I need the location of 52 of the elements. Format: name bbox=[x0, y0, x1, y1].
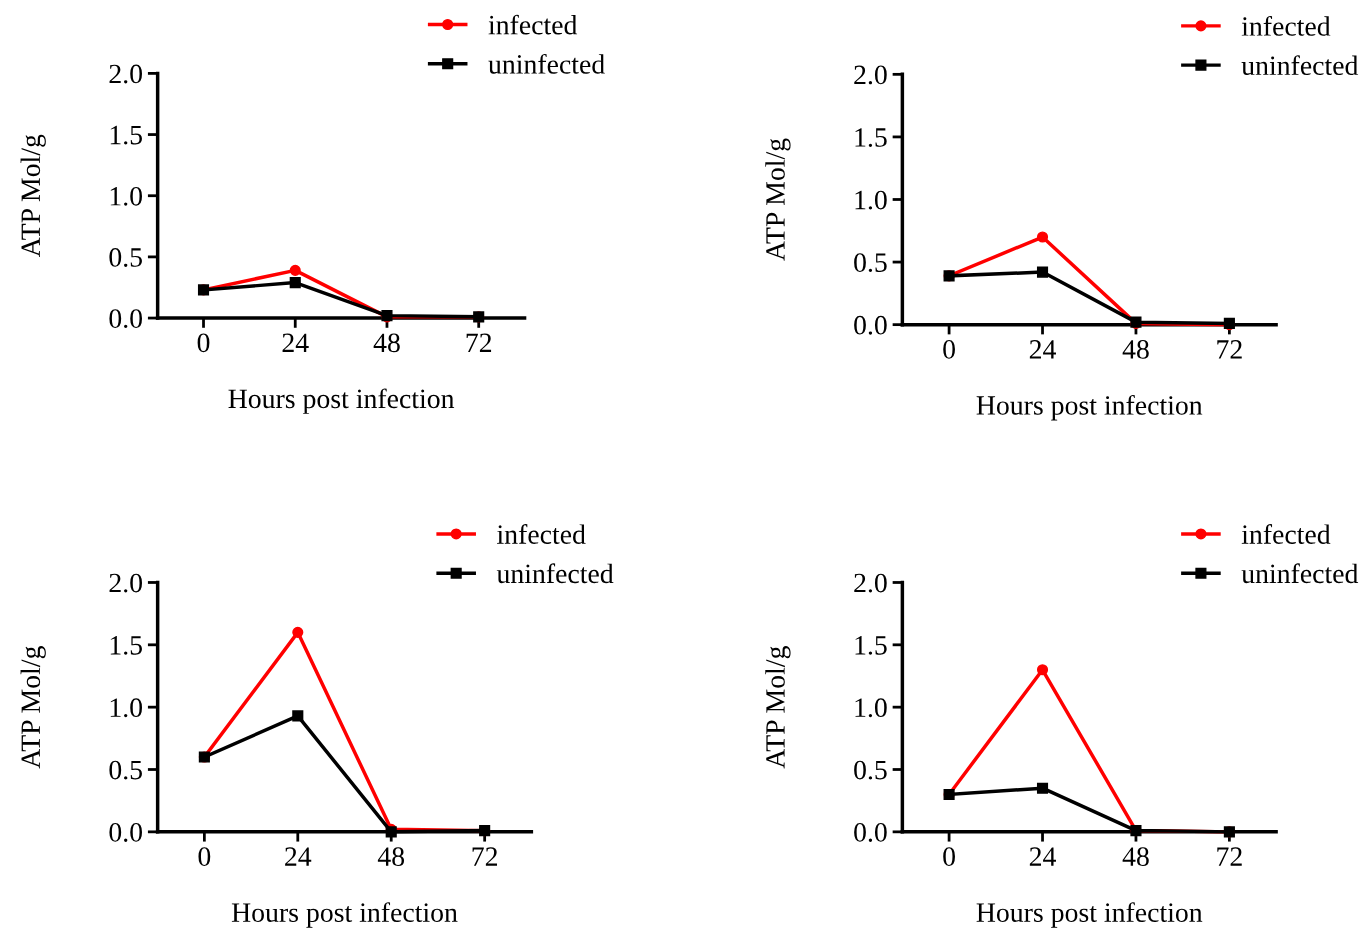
y-tick-label: 2.0 bbox=[854, 65, 887, 85]
y-tick-label: 1.5 bbox=[855, 128, 887, 147]
x-tick-label: 0 bbox=[197, 333, 210, 353]
x-tick-label: 24 bbox=[1029, 847, 1056, 866]
y-tick-label: 0.5 bbox=[109, 760, 142, 780]
legend-label: infected bbox=[497, 524, 586, 544]
y-tick-label: 1.5 bbox=[855, 636, 887, 655]
x-axis-title: Hours post infection bbox=[231, 902, 458, 928]
x-tick-label: 48 bbox=[373, 333, 400, 353]
y-tick-label: 1.0 bbox=[110, 186, 142, 206]
y-tick-label: 2.0 bbox=[854, 573, 887, 593]
y-tick-label: 0.5 bbox=[109, 248, 142, 267]
y-tick-label: 1.0 bbox=[855, 190, 887, 210]
x-tick-label: 24 bbox=[285, 847, 312, 866]
y-tick-label: 1.5 bbox=[110, 125, 142, 145]
x-tick-label: 24 bbox=[1029, 340, 1056, 359]
x-axis-title: Hours post infection bbox=[976, 902, 1203, 928]
x-tick-label: 0 bbox=[198, 847, 211, 866]
y-tick-label: 0.5 bbox=[854, 760, 887, 780]
y-tick-label: 0.0 bbox=[109, 309, 142, 329]
x-tick-label: 48 bbox=[1122, 847, 1149, 866]
legend-label: infected bbox=[488, 14, 578, 35]
y-tick-label: 2.0 bbox=[109, 64, 142, 84]
legend-label: uninfected bbox=[1241, 55, 1359, 76]
y-tick-label: 2.0 bbox=[109, 573, 142, 593]
y-axis-title: ATP Mol/g bbox=[765, 646, 791, 769]
y-axis-title: ATP Mol/g bbox=[20, 646, 46, 769]
y-tick-label: 0.0 bbox=[854, 823, 887, 842]
x-axis-title: Hours post infection bbox=[976, 394, 1203, 421]
y-tick-label: 1.0 bbox=[110, 698, 142, 718]
legend-label: uninfected bbox=[1241, 563, 1359, 584]
legend-label: uninfected bbox=[496, 563, 614, 584]
legend-label: infected bbox=[1241, 524, 1331, 544]
x-tick-label: 48 bbox=[1122, 340, 1149, 359]
x-tick-label: 48 bbox=[377, 847, 405, 866]
x-tick-label: 0 bbox=[943, 847, 955, 866]
y-tick-label: 1.5 bbox=[110, 636, 142, 655]
x-axis-title: Hours post infection bbox=[228, 388, 455, 414]
x-tick-label: 0 bbox=[943, 340, 955, 359]
x-tick-label: 24 bbox=[282, 333, 309, 352]
x-tick-label: 72 bbox=[466, 333, 492, 352]
y-tick-label: 1.0 bbox=[855, 698, 887, 718]
y-tick-label: 0.0 bbox=[854, 315, 887, 335]
legend-label: infected bbox=[1241, 16, 1331, 36]
x-tick-label: 72 bbox=[472, 847, 498, 866]
y-axis-title: ATP Mol/g bbox=[765, 138, 791, 261]
y-axis-title: ATP Mol/g bbox=[20, 134, 46, 258]
y-tick-label: 0.5 bbox=[854, 253, 887, 273]
x-tick-label: 72 bbox=[1217, 340, 1242, 359]
y-tick-label: 0.0 bbox=[109, 823, 142, 842]
x-tick-label: 72 bbox=[1217, 847, 1242, 866]
legend-label: uninfected bbox=[488, 53, 605, 74]
